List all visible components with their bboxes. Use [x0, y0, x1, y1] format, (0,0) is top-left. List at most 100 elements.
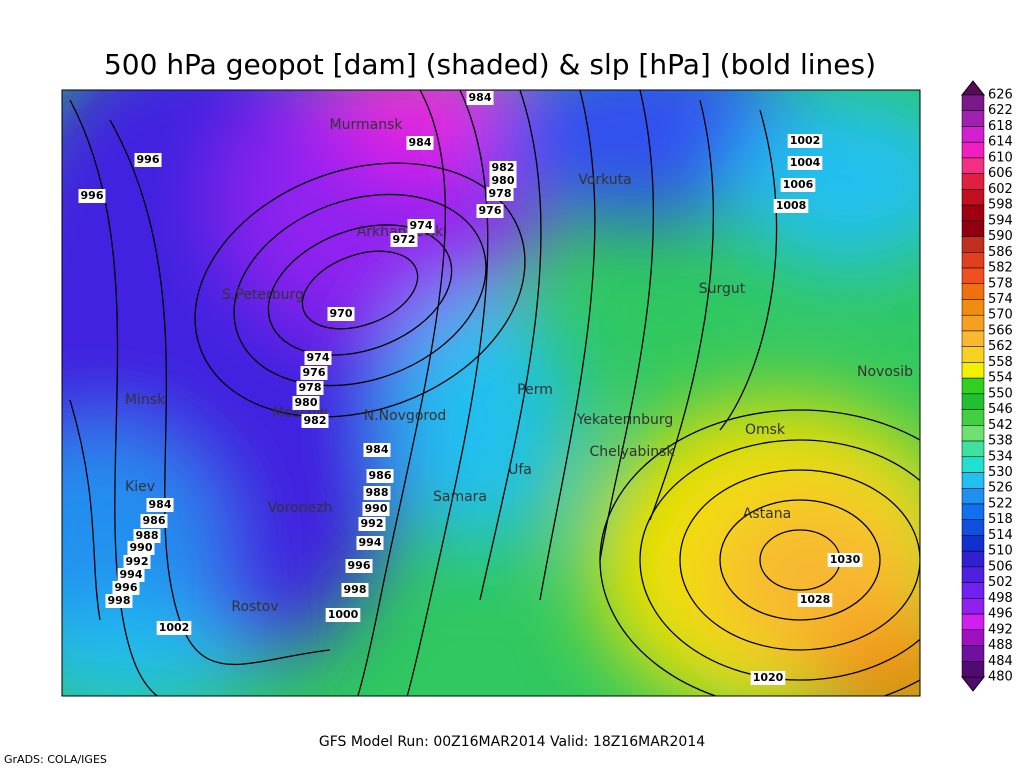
isobar-label: 1028 — [797, 593, 833, 607]
isobar-value: 988 — [136, 529, 159, 542]
isobar-label: 976 — [476, 204, 504, 218]
colorbar-swatch — [961, 141, 985, 159]
isobar-value: 980 — [295, 396, 318, 409]
colorbar-swatch — [961, 173, 985, 190]
isobar-label: 974 — [407, 219, 435, 233]
colorbar-swatch — [961, 456, 985, 473]
isobar-label-box — [358, 517, 386, 531]
colorbar-swatch — [961, 535, 985, 552]
colorbar-swatch — [961, 110, 985, 127]
isobar-value: 996 — [348, 559, 371, 572]
colorbar-label: 480 — [988, 670, 1013, 685]
colorbar-swatch — [961, 550, 985, 568]
colorbar-label: 610 — [988, 150, 1013, 165]
credit: GrADS: COLA/IGES — [4, 753, 107, 766]
isobar-value: 996 — [81, 189, 104, 202]
colorbar-label: 558 — [988, 355, 1013, 370]
isobar-value: 974 — [410, 219, 433, 232]
isobar-label-box — [797, 593, 833, 607]
colorbar-label: 602 — [988, 182, 1013, 197]
city-label: Rostov — [231, 599, 278, 615]
isobar-label-box — [780, 178, 816, 192]
isobar-label: 1002 — [787, 134, 823, 148]
isobar-label-box — [123, 555, 151, 569]
isobar-label-box — [127, 541, 155, 555]
colorbar-swatch — [961, 252, 985, 269]
isobar-label: 970 — [327, 307, 355, 321]
isobar-value: 982 — [492, 161, 515, 174]
colorbar-label: 542 — [988, 418, 1013, 433]
title: 500 hPa geopot [dam] (shaded) & slp [hPa… — [104, 48, 876, 81]
isobar-label: 984 — [363, 443, 391, 457]
colorbar-label: 590 — [988, 229, 1013, 244]
isobar-value: 984 — [366, 443, 389, 456]
city-label: Astana — [743, 506, 791, 522]
city-label: Voronezh — [268, 500, 333, 516]
isobar-label-box — [363, 486, 391, 500]
isobar-label: 988 — [363, 486, 391, 500]
colorbar-swatch — [961, 582, 985, 599]
isobar-label: 1006 — [780, 178, 816, 192]
city-label: Surgut — [699, 281, 746, 297]
isobar-value: 988 — [366, 486, 389, 499]
isobar-label-box — [325, 608, 361, 622]
isobar-label: 996 — [345, 559, 373, 573]
colorbar-swatch — [961, 377, 985, 395]
isobar-value: 984 — [149, 498, 172, 511]
isobar-label: 986 — [366, 469, 394, 483]
colorbar-swatch — [961, 661, 985, 678]
isobar-label-box — [117, 568, 145, 582]
isobar-label-box — [296, 381, 324, 395]
isobar-label-box — [300, 366, 328, 380]
colorbar-label: 570 — [988, 308, 1013, 323]
colorbar-swatch — [961, 503, 985, 520]
isobar-label-box — [345, 559, 373, 573]
city-label: Perm — [517, 382, 553, 398]
colorbar-swatch — [961, 645, 985, 662]
colorbar-swatch — [961, 487, 985, 505]
isobar-value: 1002 — [790, 134, 821, 147]
isobar-label: 992 — [358, 517, 386, 531]
isobar-value: 1000 — [328, 608, 359, 621]
colorbar-label: 518 — [988, 512, 1013, 527]
isobar-label: 988 — [133, 529, 161, 543]
isobar-value: 998 — [344, 583, 367, 596]
colorbar-label: 502 — [988, 575, 1013, 590]
colorbar-swatch — [961, 220, 985, 237]
isobar-label-box — [787, 134, 823, 148]
isobar-label-box — [356, 536, 384, 550]
isobar-label: 976 — [300, 366, 328, 380]
colorbar-label: 574 — [988, 292, 1013, 307]
isobar-label: 996 — [134, 153, 162, 167]
isobar-label: 1030 — [827, 553, 863, 567]
isobar-label-box — [486, 187, 514, 201]
isobar-label: 978 — [486, 187, 514, 201]
isobar-label: 984 — [466, 91, 494, 105]
isobar-label: 998 — [341, 583, 369, 597]
isobar-value: 990 — [365, 502, 388, 515]
colorbar-label: 614 — [988, 135, 1013, 150]
colorbar-label: 594 — [988, 213, 1013, 228]
isobar-label-box — [140, 514, 168, 528]
city-label: Kiev — [125, 479, 155, 495]
city-label: Yekaterinburg — [576, 412, 674, 428]
colorbar-swatch — [961, 409, 985, 426]
isobar-label-box — [466, 91, 494, 105]
isobar-label-box — [341, 583, 369, 597]
isobar-value: 1002 — [159, 621, 190, 634]
isobar-value: 994 — [359, 536, 382, 549]
city-label: Samara — [433, 489, 487, 505]
colorbar-swatch — [961, 440, 985, 458]
colorbar-label: 510 — [988, 544, 1013, 559]
isobar-label-box — [406, 136, 434, 150]
colorbar-swatch — [961, 267, 985, 285]
city-label: Omsk — [745, 422, 786, 438]
city-label: N.Novgorod — [364, 408, 447, 424]
isobar-value: 1008 — [776, 199, 807, 212]
colorbar-swatch — [961, 189, 985, 206]
isobar-label: 994 — [356, 536, 384, 550]
isobar-label: 996 — [78, 189, 106, 203]
isobar-label: 990 — [127, 541, 155, 555]
city-label: Vorkuta — [578, 172, 631, 188]
colorbar-label: 484 — [988, 654, 1013, 669]
